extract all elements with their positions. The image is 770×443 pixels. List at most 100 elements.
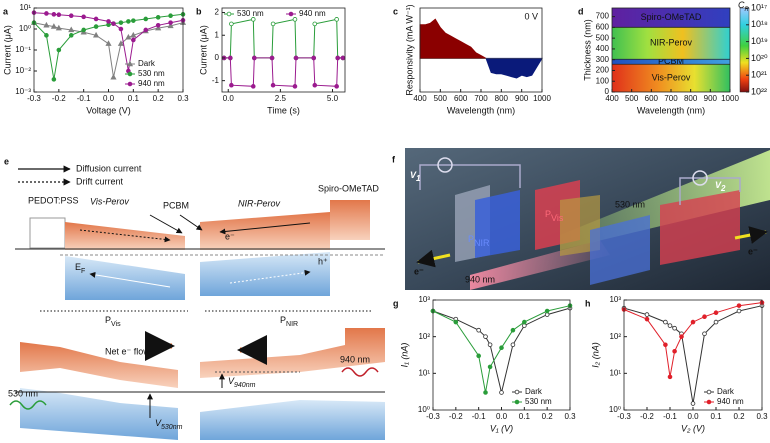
vis-valence-band xyxy=(65,256,185,300)
subscript: 530nm xyxy=(161,424,183,431)
pedot-band xyxy=(29,217,66,249)
voltage-label: V1 xyxy=(410,170,421,183)
region-label: PNIR xyxy=(280,315,298,327)
data-point xyxy=(702,331,707,337)
data-line xyxy=(432,307,571,393)
heatmap-layer xyxy=(612,64,730,92)
panel-label: b xyxy=(196,6,202,16)
data-point xyxy=(131,18,136,23)
y-tick-label: 10⁰ xyxy=(609,405,621,414)
subscript: Vis xyxy=(551,213,564,223)
layer-label: PCBM xyxy=(163,200,189,210)
nir-device xyxy=(475,190,520,258)
x-tick-label: 0.3 xyxy=(756,412,768,421)
x-tick-label: -0.2 xyxy=(640,412,654,421)
x-tick-label: -0.2 xyxy=(449,412,463,421)
data-point xyxy=(229,21,234,27)
data-point xyxy=(736,308,742,314)
heatmap-layer xyxy=(612,59,730,65)
data-line xyxy=(224,18,343,59)
x-tick-label: -0.3 xyxy=(426,412,440,421)
data-point xyxy=(229,82,234,88)
x-tick-label: 2.5 xyxy=(275,94,287,103)
data-point xyxy=(252,55,257,61)
legend-label: Dark xyxy=(717,387,735,396)
light-wave xyxy=(341,367,379,377)
legend-label: 940 nm xyxy=(138,79,165,88)
data-point xyxy=(312,21,318,27)
layer-label: NIR-Perov xyxy=(650,38,693,48)
colorbar-tick-label: 10²¹ xyxy=(751,70,767,80)
y-tick-label: 200 xyxy=(596,66,610,75)
symbol: C xyxy=(738,0,745,10)
legend-marker xyxy=(514,389,520,395)
layer-label: Spiro-OMeTAD xyxy=(318,183,379,193)
data-point xyxy=(105,40,112,46)
data-point xyxy=(544,308,550,314)
layer-label: PEDOT:PSS xyxy=(28,195,79,205)
data-point xyxy=(644,316,650,322)
data-point xyxy=(106,19,111,24)
data-point xyxy=(143,16,149,22)
x-tick-label: 700 xyxy=(474,94,488,103)
x-tick-label: 400 xyxy=(605,94,619,103)
light-label: 530 nm xyxy=(615,199,645,209)
data-point xyxy=(56,12,62,17)
data-point xyxy=(68,26,75,33)
x-tick-label: 0.1 xyxy=(710,412,722,421)
data-point xyxy=(68,13,74,18)
x-tick-label: -0.2 xyxy=(52,94,66,103)
data-point xyxy=(483,390,488,395)
layer-label: Vis-Perov xyxy=(652,73,691,83)
data-point xyxy=(125,33,132,40)
nir-conduction-band xyxy=(200,328,385,378)
symbol: P xyxy=(105,315,111,325)
symbol: V xyxy=(228,376,235,386)
carrier-label: e⁻ xyxy=(748,246,758,256)
data-point xyxy=(155,24,162,31)
x-tick-label: 0.0 xyxy=(103,94,115,103)
data-point xyxy=(43,21,50,28)
wire xyxy=(679,177,741,205)
x-tick-label: 1000 xyxy=(721,94,739,103)
data-point xyxy=(476,353,481,359)
pcbm-pointer xyxy=(149,214,183,234)
data-point xyxy=(126,19,131,24)
data-area xyxy=(419,18,487,59)
legend-label: 530 nm xyxy=(138,69,165,78)
data-point xyxy=(690,319,696,325)
data-point xyxy=(311,55,317,61)
layer-label: NIR-Perov xyxy=(238,198,281,208)
light-label: 530 nm xyxy=(8,388,38,398)
data-point xyxy=(334,17,339,22)
x-tick-label: -0.1 xyxy=(77,94,91,103)
data-point xyxy=(250,17,256,22)
data-point xyxy=(499,345,504,351)
y-tick-label: 10⁻² xyxy=(15,66,31,75)
x-tick-label: 700 xyxy=(664,94,678,103)
data-point xyxy=(510,327,516,333)
data-point xyxy=(476,327,481,333)
data-point xyxy=(487,364,493,370)
electron-arrow xyxy=(734,226,768,244)
device-label: PVis xyxy=(545,209,564,223)
x-tick-label: 0.2 xyxy=(153,94,165,103)
y-tick-label: 10² xyxy=(418,332,430,341)
carrier-label: e⁻ xyxy=(414,266,424,276)
y-tick-label: 0 xyxy=(605,87,610,96)
data-point xyxy=(487,342,493,348)
data-point xyxy=(713,310,719,316)
device-label: PNIR xyxy=(468,234,490,248)
data-point xyxy=(510,342,516,348)
x-tick-label: 0.3 xyxy=(177,94,189,103)
vis-conduction-band xyxy=(20,342,178,388)
data-point xyxy=(672,325,677,331)
x-tick-label: -0.1 xyxy=(663,412,677,421)
data-line xyxy=(33,12,184,72)
colorbar-tick-label: 10¹⁸ xyxy=(751,19,768,29)
electron-arrow xyxy=(416,249,451,268)
data-line xyxy=(33,13,184,80)
legend-label: 530 nm xyxy=(237,9,264,18)
colorbar-title: CR xyxy=(738,0,750,12)
x-tick-label: 500 xyxy=(434,94,448,103)
